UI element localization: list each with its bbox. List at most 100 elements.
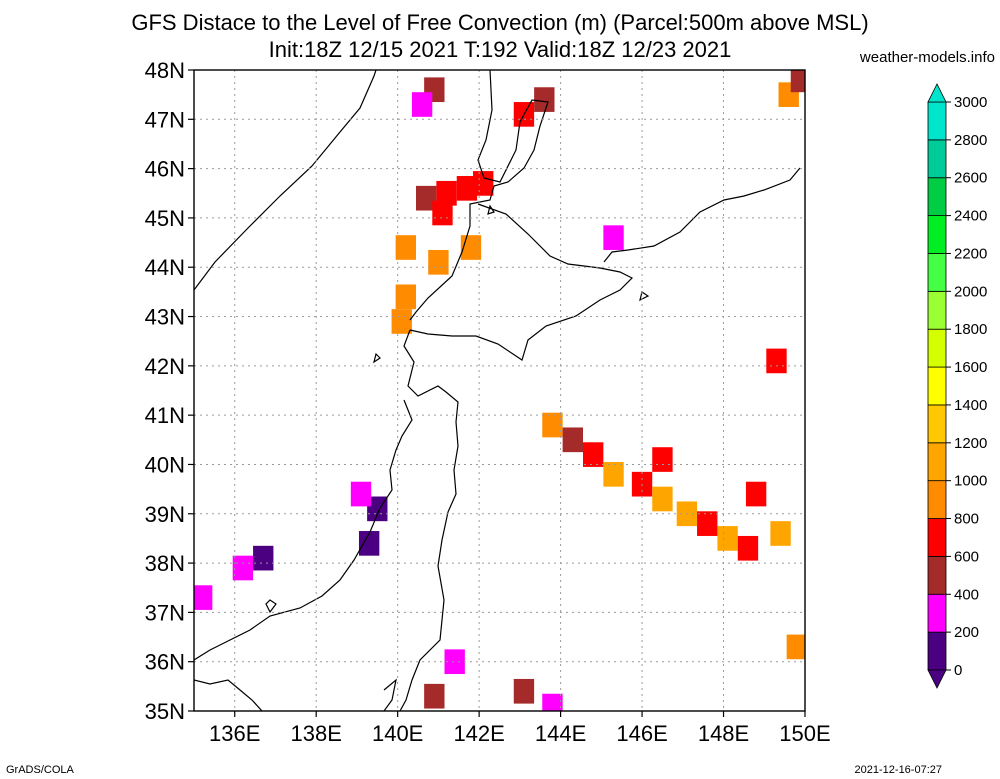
field-cell	[395, 284, 416, 310]
field-cell	[253, 545, 274, 571]
x-tick-label: 150E	[779, 721, 830, 746]
field-cell	[428, 249, 449, 275]
coast-hokkaido-east-south	[409, 203, 634, 361]
field-cell	[737, 535, 759, 561]
field-cell	[766, 348, 787, 374]
colorbar-swatch	[927, 442, 947, 482]
colorbar-label: 2200	[954, 245, 987, 262]
y-tick-label: 38N	[145, 551, 185, 576]
y-axis: 35N 36N 37N 38N 39N 40N 41N 42N 43N 44N 45N 46N 47N 4…	[145, 58, 194, 724]
colorbar-label: 2400	[954, 208, 987, 225]
colorbar-label: 1800	[954, 321, 987, 338]
coast-kurils	[603, 167, 801, 263]
footer-right: 2021-12-16-07:27	[855, 764, 942, 776]
field-cell	[697, 511, 718, 536]
x-tick-label: 140E	[372, 721, 423, 746]
colorbar-swatch	[927, 253, 947, 292]
y-tick-label: 48N	[145, 58, 185, 83]
x-tick-label: 142E	[453, 721, 504, 746]
colorbar-swatch	[927, 290, 947, 330]
colorbar-label: 1400	[954, 397, 987, 414]
y-tick-label: 40N	[145, 452, 185, 477]
colorbar-label: 2800	[954, 132, 987, 149]
field-cell	[391, 309, 412, 334]
colorbar-label: 600	[954, 548, 979, 565]
y-tick-label: 47N	[145, 107, 185, 132]
colorbar-label: 1000	[954, 473, 987, 490]
colorbar-swatch	[927, 101, 947, 141]
colorbar-label: 400	[954, 586, 979, 603]
field-cell	[473, 171, 494, 196]
chart-subtitle: Init:18Z 12/15 2021 T:192 Valid:18Z 12/2…	[269, 37, 732, 62]
field-cell	[194, 585, 213, 610]
coast-honshu-east	[399, 329, 459, 711]
colorbar-swatch	[927, 518, 947, 557]
colorbar-label: 2600	[954, 170, 987, 187]
colorbar-label: 2000	[954, 283, 987, 300]
x-tick-label: 146E	[616, 721, 667, 746]
source-label: weather-models.info	[859, 49, 995, 66]
x-tick-label: 138E	[291, 721, 342, 746]
field-cell	[786, 634, 805, 660]
plot-background	[194, 70, 805, 711]
coast-asia-mainland	[194, 70, 377, 291]
coast-okushiri	[373, 352, 381, 364]
field-cell	[432, 200, 453, 226]
colorbar-swatch	[927, 556, 947, 595]
field-cell	[395, 235, 416, 260]
coastlines	[194, 70, 801, 711]
field-cell	[652, 486, 673, 512]
field-cell	[232, 555, 254, 581]
y-tick-label: 44N	[145, 255, 185, 280]
coast-kuril-isle	[639, 291, 650, 302]
x-axis: 136E 138E 140E 142E 144E 146E 148E 150E	[209, 711, 831, 746]
x-tick-label: 148E	[698, 721, 749, 746]
field-cell	[411, 92, 433, 117]
field-cell	[513, 678, 535, 704]
x-tick-label: 136E	[209, 721, 260, 746]
field-cell	[717, 526, 738, 551]
field-cell	[603, 225, 624, 250]
colorbar-swatch	[927, 631, 947, 671]
chart-title: GFS Distace to the Level of Free Convect…	[131, 10, 868, 35]
y-tick-label: 46N	[145, 157, 185, 182]
field-cell	[534, 87, 555, 112]
field-cell	[603, 461, 624, 487]
field-cell	[436, 180, 457, 206]
x-tick-label: 144E	[535, 721, 586, 746]
y-tick-label: 39N	[145, 502, 185, 527]
colorbar-swatch	[927, 177, 947, 217]
y-tick-label: 35N	[145, 699, 185, 724]
field-cell	[542, 693, 563, 711]
colorbar-above-arrow	[927, 83, 947, 103]
colorbar-label: 800	[954, 511, 979, 528]
field-cell	[562, 427, 584, 453]
lfc-field-cells	[194, 70, 805, 711]
field-cell	[367, 496, 388, 522]
coast-sado	[265, 599, 277, 614]
field-cell	[770, 521, 791, 546]
colorbar-swatch	[927, 404, 947, 444]
y-tick-label: 41N	[145, 403, 185, 428]
colorbar-label: 1600	[954, 359, 987, 376]
field-cell	[350, 481, 372, 507]
coast-sakhalin-hokkaido-west	[409, 70, 549, 321]
colorbar-swatch	[927, 215, 947, 254]
field-cell	[444, 649, 465, 675]
y-tick-label: 45N	[145, 206, 185, 231]
colorbar-swatch	[927, 328, 947, 368]
colorbar-label: 1200	[954, 435, 987, 452]
y-tick-label: 36N	[145, 650, 185, 675]
colorbar-label: 200	[954, 624, 979, 641]
colorbar-swatch	[927, 593, 947, 633]
coast-honshu-south	[194, 679, 263, 711]
field-cell	[790, 70, 805, 93]
colorbar-swatch	[927, 139, 947, 179]
field-cell	[583, 442, 604, 467]
plot-frame	[193, 69, 806, 712]
coast-honshu-west	[194, 399, 413, 661]
colorbar-swatch	[927, 366, 947, 406]
colorbar: 0 200 400 600 800 1000 1200 1400 1600 1800 2000 220…	[927, 83, 987, 689]
